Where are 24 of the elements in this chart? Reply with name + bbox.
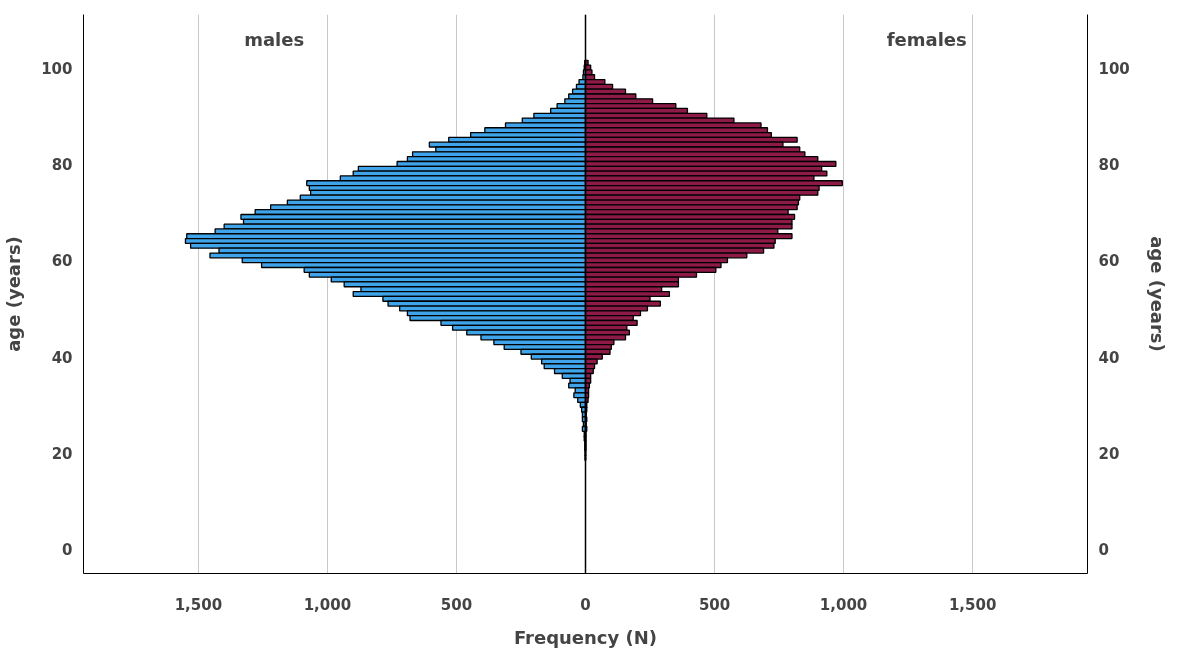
- x-axis-title: Frequency (N): [513, 626, 658, 648]
- y-tick-label: 20: [51, 445, 73, 464]
- y2-tick-label: 60: [1098, 252, 1120, 271]
- y2-tick-label: 40: [1098, 348, 1120, 367]
- x-tick-label: 1,000: [819, 595, 868, 614]
- y-tick-label: 100: [41, 59, 73, 78]
- annotation: females: [886, 28, 967, 50]
- y2-tick-label: 0: [1098, 541, 1109, 560]
- y2-tick-label: 100: [1098, 59, 1130, 78]
- x-tick-label: 1,000: [303, 595, 352, 614]
- annotation: males: [244, 28, 305, 50]
- x-tick-label: 1,500: [948, 595, 997, 614]
- y2-tick-label: 20: [1098, 445, 1120, 464]
- y-axis-title: age (years): [3, 236, 25, 352]
- x-tick-label: 1,500: [174, 595, 223, 614]
- y-tick-label: 0: [62, 541, 73, 560]
- x-tick-label: 0: [580, 595, 591, 614]
- x-tick-label: 500: [440, 595, 473, 614]
- y-tick-label: 60: [51, 252, 73, 271]
- y2-axis-title: age (years): [1146, 236, 1168, 352]
- y2-tick-label: 80: [1098, 155, 1120, 174]
- x-tick-label: 500: [698, 595, 731, 614]
- y-tick-label: 40: [51, 348, 73, 367]
- y-tick-label: 80: [51, 155, 73, 174]
